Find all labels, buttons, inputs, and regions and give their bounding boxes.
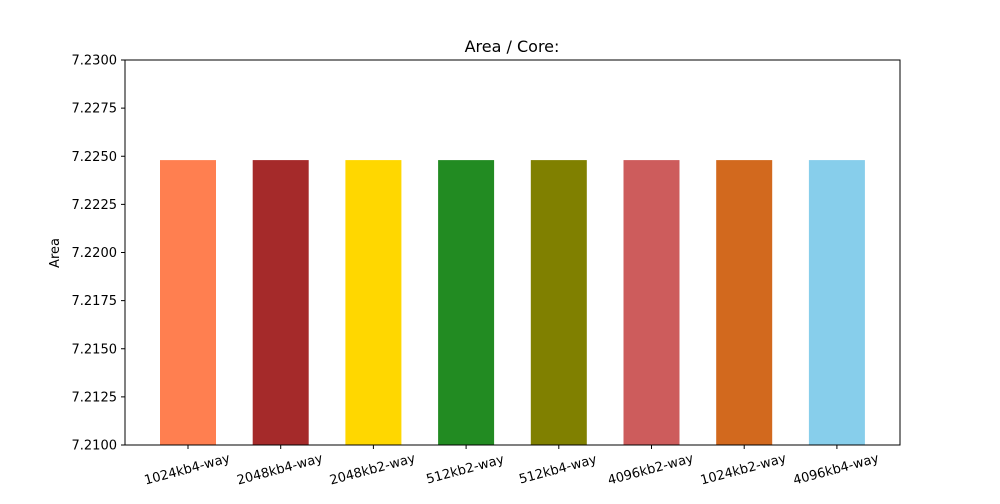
- chart-title: Area / Core:: [465, 37, 560, 56]
- plot-frame: [124, 59, 901, 446]
- y-tick-label-5: 7.2225: [72, 198, 118, 213]
- bars-layer: [160, 160, 865, 445]
- bar-5: [623, 160, 680, 445]
- bar-4: [530, 160, 587, 445]
- y-tick-label-7: 7.2275: [72, 102, 118, 117]
- x-tick-label-5: 4096kb2-way: [606, 451, 695, 488]
- y-tick-label-8: 7.2300: [72, 54, 118, 69]
- bar-1: [252, 160, 309, 445]
- y-tick-label-1: 7.2125: [72, 390, 118, 405]
- x-tick-label-2: 2048kb2-way: [328, 451, 417, 488]
- bar-3: [438, 160, 495, 445]
- bar-2: [345, 160, 402, 445]
- bar-7: [808, 160, 865, 445]
- y-tick-label-4: 7.2200: [72, 246, 118, 261]
- x-tick-label-3: 512kb2-way: [425, 452, 506, 487]
- x-tick-label-0: 1024kb4-way: [143, 451, 232, 488]
- x-tick-label-6: 1024kb2-way: [699, 451, 788, 488]
- x-tick-label-7: 4096kb4-way: [792, 451, 881, 488]
- x-tick-label-1: 2048kb4-way: [235, 451, 324, 488]
- y-tick-label-6: 7.2250: [72, 150, 118, 165]
- bar-0: [160, 160, 216, 445]
- x-tick-label-4: 512kb4-way: [518, 452, 599, 487]
- y-tick-label-2: 7.2150: [72, 342, 118, 357]
- bar-6: [716, 160, 773, 445]
- y-tick-label-0: 7.2100: [72, 439, 118, 454]
- y-axis-label: Area: [48, 238, 63, 268]
- y-tick-label-3: 7.2175: [72, 294, 118, 309]
